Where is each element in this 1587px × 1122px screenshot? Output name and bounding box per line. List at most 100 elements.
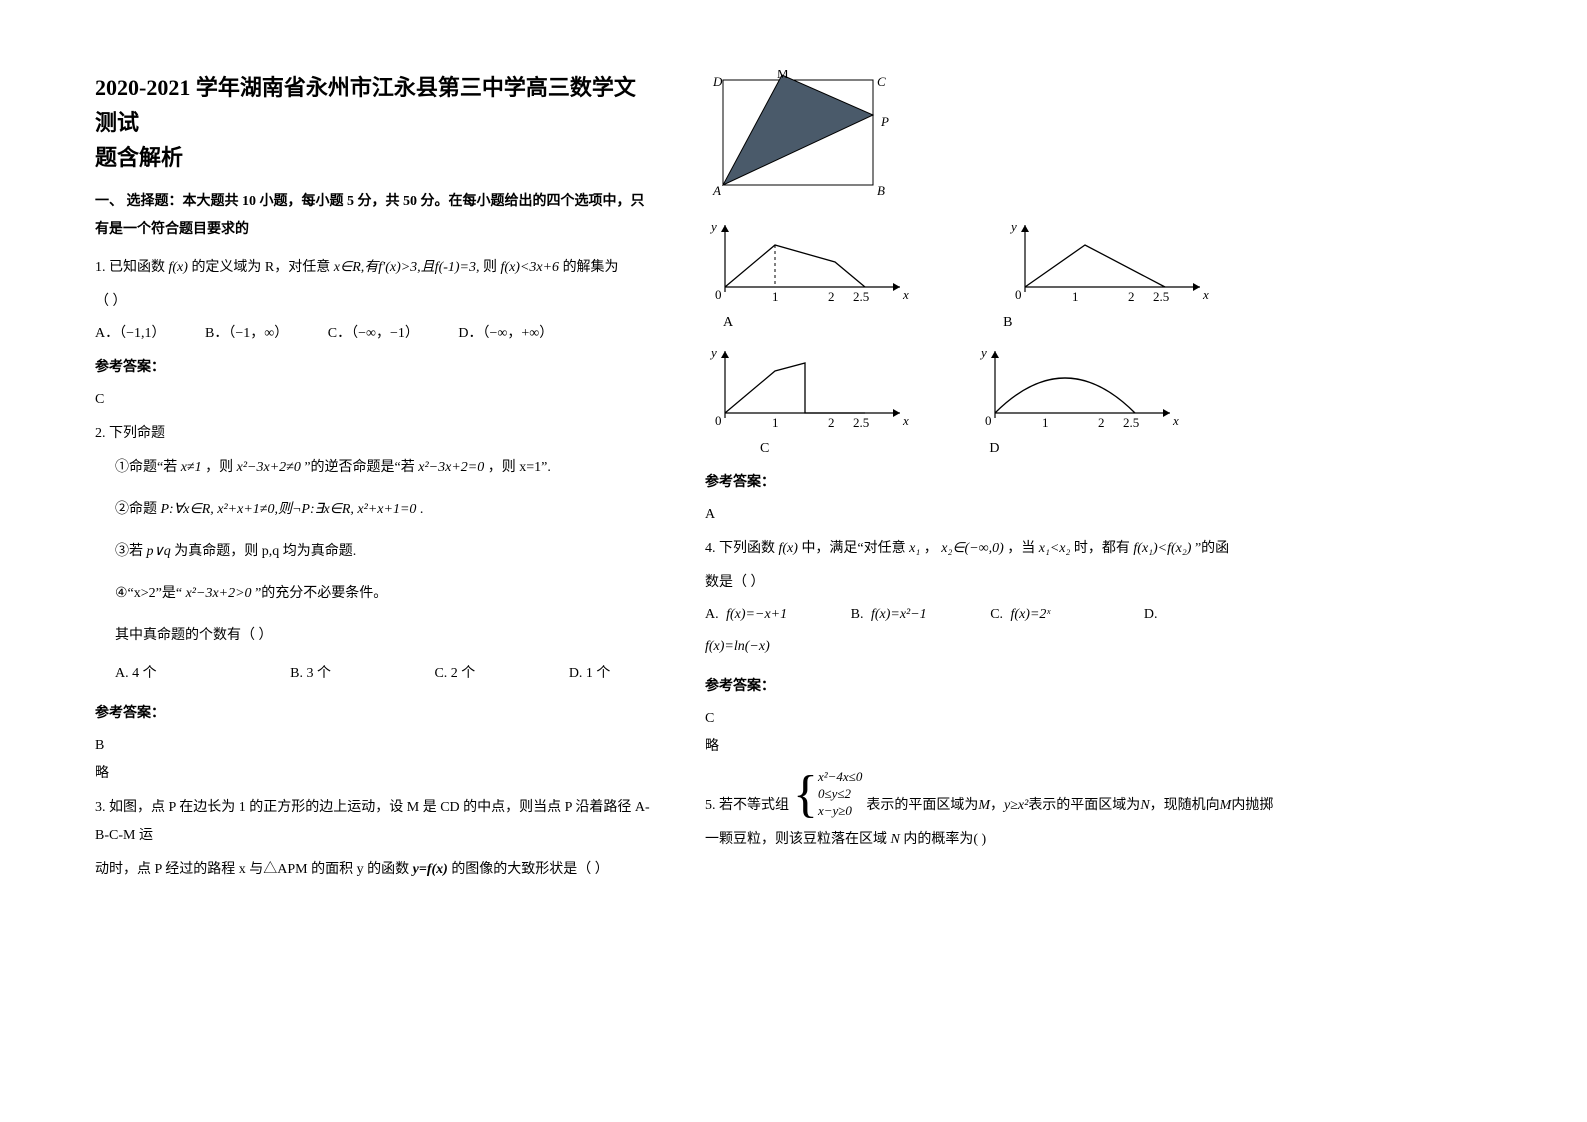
- q3-labels-1: A B: [723, 309, 1325, 337]
- q4-opt-c: f(x)=2ˣ: [1011, 601, 1051, 629]
- q2-item-4: ④“x>2”是“ x²−3x+2>0 ”的充分不必要条件。: [115, 580, 655, 608]
- label-A: A: [712, 183, 721, 198]
- q4-k: ”的函: [1195, 541, 1229, 556]
- label-B: B: [877, 183, 885, 198]
- label-chart-D: D: [989, 435, 999, 463]
- q1-opt-b: B．（−1，∞）: [205, 320, 288, 348]
- q4-c: 中，满足“对任意: [801, 541, 905, 556]
- q4-opt-a: f(x)=−x+1: [726, 601, 787, 629]
- chart-b-2: 2: [1128, 289, 1135, 304]
- answer-label-3: 参考答案：: [705, 469, 1325, 497]
- q4-opt-b: f(x)=x²−1: [871, 601, 927, 629]
- q1-mid: 的定义域为 R，对任意: [191, 260, 330, 275]
- q2-note: 略: [95, 760, 655, 788]
- q4-answer: C: [705, 705, 1325, 733]
- q1-ineq: f(x)<3x+6: [501, 260, 560, 275]
- q2-1d: x²−3x+2≠0: [237, 460, 301, 475]
- q4-options: A. f(x)=−x+1 B. f(x)=x²−1 C. f(x)=2ˣ D.: [705, 601, 1325, 629]
- q3-chart-row-2: 0 1 2 2.5 x y 0 1 2 2.5 x y: [705, 343, 1325, 433]
- label-chart-C: C: [760, 435, 769, 463]
- q2-options: A. 4 个 B. 3 个 C. 2 个 D. 1 个: [115, 660, 655, 688]
- chart-d-O: 0: [985, 413, 992, 428]
- q4-opt-d: f(x)=ln(−x): [705, 633, 1325, 661]
- q2-3a: ③若: [115, 544, 143, 559]
- chart-c-1: 1: [772, 415, 779, 430]
- q2-2c: .: [420, 502, 424, 517]
- q3-d: 的图像的大致形状是（ ）: [451, 862, 609, 877]
- q2-2a: ②命题: [115, 502, 161, 517]
- q5-h: 内的概率为( ): [903, 832, 986, 847]
- chart-d-2: 2: [1098, 415, 1105, 430]
- q5-M2: M: [1220, 792, 1232, 820]
- q1-tail: 的解集为: [563, 260, 619, 275]
- q2-1a: ①命题“若: [115, 460, 177, 475]
- answer-label-1: 参考答案：: [95, 354, 655, 382]
- q4-opt-d-pre: D.: [1144, 601, 1158, 629]
- q2-1e: ”的逆否命题是“若: [304, 460, 414, 475]
- q2-item-1: ①命题“若 x≠1 ，则 x²−3x+2≠0 ”的逆否命题是“若 x²−3x+2…: [115, 454, 655, 482]
- q5-g: 一颗豆粒，则该豆粒落在区域: [705, 832, 887, 847]
- chart-b-1: 1: [1072, 289, 1079, 304]
- q2-1b: x≠1: [181, 460, 202, 475]
- q4-opt-c-pre: C.: [990, 601, 1003, 629]
- q2-3c: 为真命题，则 p,q 均为真命题.: [174, 544, 356, 559]
- q2-opt-a: A. 4 个: [115, 660, 157, 688]
- q5-M: M: [978, 792, 990, 820]
- q3-chart-row-1: 0 1 2 2.5 x y 0 1 2 2.5 x y: [705, 217, 1325, 307]
- q1-cond: x∈R,有f′(x)>3,且f(-1)=3,: [334, 260, 480, 275]
- q4-a: 4. 下列函数: [705, 541, 775, 556]
- q5-sys-1: x²−4x≤0: [818, 769, 862, 786]
- question-3-line2: 动时，点 P 经过的路程 x 与△APM 的面积 y 的函数 y=f(x) 的图…: [95, 856, 655, 884]
- q3-c: y=f(x): [413, 862, 448, 877]
- chart-b: 0 1 2 2.5 x y: [1005, 217, 1215, 307]
- chart-a-2: 2: [828, 289, 835, 304]
- chart-c-O: 0: [715, 413, 722, 428]
- q5-a: 5. 若不等式组: [705, 792, 789, 820]
- chart-c-2: 2: [828, 415, 835, 430]
- label-M: M: [777, 70, 789, 81]
- q2-ask: 其中真命题的个数有（ ）: [115, 622, 655, 650]
- q1-options: A．（−1,1） B．（−1，∞） C．（−∞，−1） D．（−∞，+∞）: [95, 320, 655, 348]
- figure-square: D M C P A B: [705, 70, 895, 200]
- chart-a-x: x: [902, 287, 909, 302]
- q4-f: x₂∈(−∞,0): [941, 541, 1004, 556]
- q1-pre: 1. 已知函数: [95, 260, 165, 275]
- label-D: D: [712, 74, 723, 89]
- chart-a: 0 1 2 2.5 x y: [705, 217, 915, 307]
- q4-opt-b-pre: B.: [851, 601, 864, 629]
- answer-label-4: 参考答案：: [705, 673, 1325, 701]
- q2-1g: ，则 x=1”.: [488, 460, 551, 475]
- q2-answer: B: [95, 732, 655, 760]
- question-3-line1: 3. 如图，点 P 在边长为 1 的正方形的边上运动，设 M 是 CD 的中点，…: [95, 794, 655, 850]
- title-line2: 题含解析: [95, 145, 183, 170]
- q5-c: ，: [990, 792, 1004, 820]
- q4-j: f(x₁)<f(x₂): [1133, 541, 1191, 556]
- chart-a-25: 2.5: [853, 289, 869, 304]
- q2-opt-b: B. 3 个: [290, 660, 331, 688]
- q4-note: 略: [705, 733, 1325, 761]
- q5-sys-2: 0≤y≤2: [818, 786, 862, 803]
- q4-ask: 数是（ ）: [705, 569, 1325, 597]
- page-title: 2020-2021 学年湖南省永州市江永县第三中学高三数学文测试 题含解析: [95, 70, 655, 176]
- q5-b: 表示的平面区域为: [866, 792, 978, 820]
- q1-paren: （ ）: [95, 288, 655, 316]
- q2-item-3: ③若 p∨q 为真命题，则 p,q 均为真命题.: [115, 538, 655, 566]
- chart-b-25: 2.5: [1153, 289, 1169, 304]
- label-P: P: [880, 114, 889, 129]
- q4-h: x₁<x₂: [1039, 541, 1071, 556]
- label-C: C: [877, 74, 886, 89]
- q3-b: 动时，点 P 经过的路程 x 与△APM 的面积 y 的函数: [95, 862, 409, 877]
- chart-c: 0 1 2 2.5 x y: [705, 343, 915, 433]
- q4-e: ，: [924, 541, 938, 556]
- chart-b-x: x: [1202, 287, 1209, 302]
- q2-opt-c: C. 2 个: [434, 660, 475, 688]
- q1-opt-a: A．（−1,1）: [95, 320, 166, 348]
- q4-d: x₁: [909, 541, 920, 556]
- answer-label-2: 参考答案：: [95, 700, 655, 728]
- question-1: 1. 已知函数 f(x) 的定义域为 R，对任意 x∈R,有f′(x)>3,且f…: [95, 254, 655, 282]
- q4-g: ，当: [1007, 541, 1035, 556]
- chart-d: 0 1 2 2.5 x y: [975, 343, 1185, 433]
- q2-1c: ，则: [205, 460, 233, 475]
- q5-d: 表示的平面区域为: [1028, 792, 1140, 820]
- q1-opt-d: D．（−∞，+∞）: [458, 320, 553, 348]
